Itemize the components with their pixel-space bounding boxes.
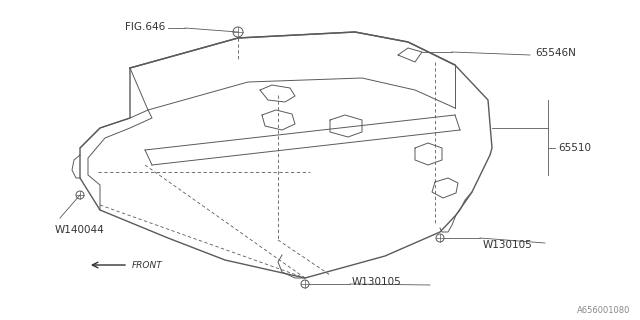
- Text: FRONT: FRONT: [132, 260, 163, 269]
- Text: W140044: W140044: [55, 225, 105, 235]
- Text: FIG.646: FIG.646: [125, 22, 165, 32]
- Text: W130105: W130105: [483, 240, 532, 250]
- Text: 65546N: 65546N: [535, 48, 576, 58]
- Text: 65510: 65510: [558, 143, 591, 153]
- Text: A656001080: A656001080: [577, 306, 630, 315]
- Text: W130105: W130105: [352, 277, 402, 287]
